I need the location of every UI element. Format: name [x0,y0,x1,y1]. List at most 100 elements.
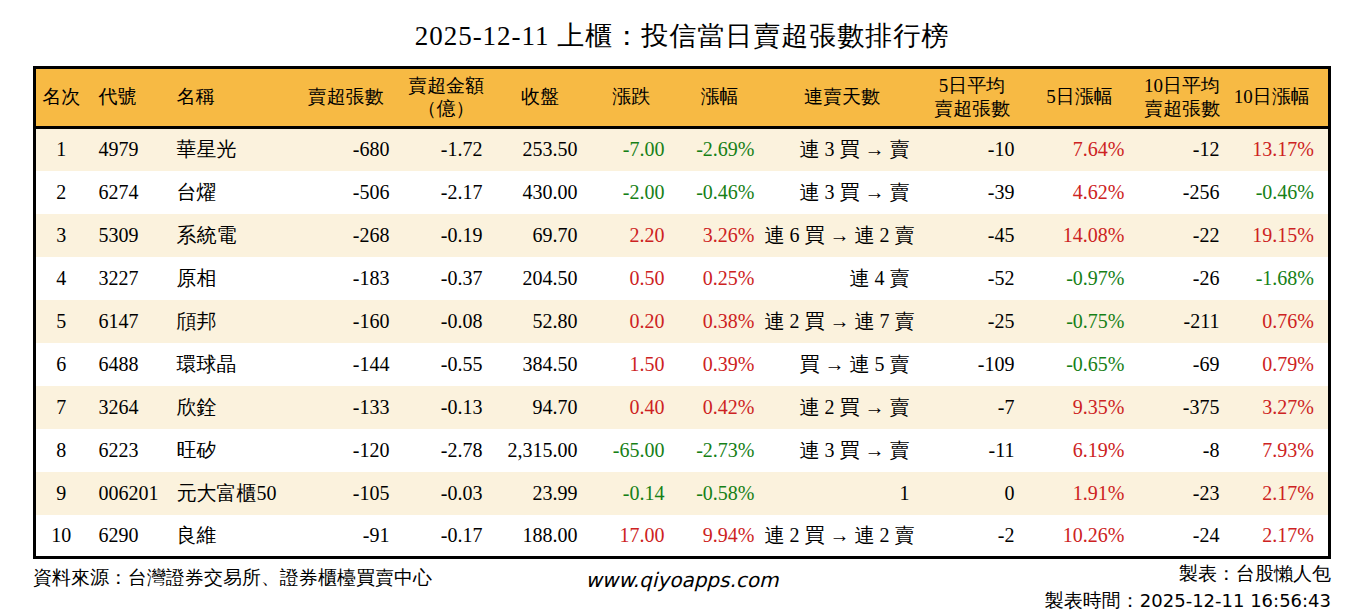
cell-change: 0.40 [588,386,675,429]
cell-change_pct: -2.73% [675,429,765,472]
cell-name: 原相 [167,257,292,300]
ranking-table-container: 名次代號名稱賣超張數賣超金額 （億）收盤漲跌漲幅連賣天數5日平均 賣超張數5日漲… [33,66,1331,559]
cell-streak: 連 3 買 → 賣 [765,429,920,472]
column-header-sell_volume: 賣超張數 [292,68,400,128]
cell-sell_amount: -0.13 [400,386,493,429]
cell-pct5: 1.91% [1025,472,1135,515]
table-row: 35309系統電-268-0.1969.702.203.26%連 6 買 → 連… [35,214,1330,257]
cell-close: 69.70 [493,214,588,257]
column-header-avg10: 10日平均 賣超張數 [1135,68,1230,128]
cell-name: 台燿 [167,171,292,214]
cell-pct10: 2.17% [1230,472,1330,515]
cell-avg10: -26 [1135,257,1230,300]
cell-sell_amount: -0.19 [400,214,493,257]
cell-name: 華星光 [167,128,292,171]
cell-rank: 8 [35,429,87,472]
column-header-close: 收盤 [493,68,588,128]
column-header-change: 漲跌 [588,68,675,128]
cell-streak: 連 3 買 → 賣 [765,128,920,171]
cell-sell_volume: -120 [292,429,400,472]
cell-name: 旺矽 [167,429,292,472]
column-header-rank: 名次 [35,68,87,128]
cell-close: 384.50 [493,343,588,386]
cell-code: 6488 [87,343,167,386]
cell-streak: 連 2 買 → 連 2 賣 [765,515,920,558]
cell-pct10: -1.68% [1230,257,1330,300]
cell-name: 良維 [167,515,292,558]
table-row: 43227原相-183-0.37204.500.500.25%連 4 賣-52-… [35,257,1330,300]
cell-streak: 連 6 買 → 連 2 賣 [765,214,920,257]
cell-rank: 1 [35,128,87,171]
cell-pct10: 19.15% [1230,214,1330,257]
cell-sell_volume: -144 [292,343,400,386]
cell-name: 元大富櫃50 [167,472,292,515]
table-row: 9006201元大富櫃50-105-0.0323.99-0.14-0.58%10… [35,472,1330,515]
website-label: www.qiyoapps.com [585,568,778,592]
column-header-name: 名稱 [167,68,292,128]
data-source-label: 資料來源：台灣證券交易所、證券櫃檯買賣中心 [33,565,432,591]
cell-avg10: -24 [1135,515,1230,558]
cell-code: 6290 [87,515,167,558]
cell-change: -2.00 [588,171,675,214]
cell-sell_volume: -680 [292,128,400,171]
table-row: 86223旺矽-120-2.782,315.00-65.00-2.73%連 3 … [35,429,1330,472]
cell-sell_volume: -133 [292,386,400,429]
timestamp-line: 製表時間：2025-12-11 16:56:43 [1045,588,1331,612]
cell-avg10: -23 [1135,472,1230,515]
cell-streak: 連 2 買 → 連 7 賣 [765,300,920,343]
cell-sell_amount: -0.37 [400,257,493,300]
cell-close: 430.00 [493,171,588,214]
column-header-pct5: 5日漲幅 [1025,68,1135,128]
cell-avg5: -52 [920,257,1025,300]
cell-sell_amount: -2.17 [400,171,493,214]
cell-name: 系統電 [167,214,292,257]
cell-rank: 9 [35,472,87,515]
cell-change: 17.00 [588,515,675,558]
cell-close: 52.80 [493,300,588,343]
cell-pct5: -0.75% [1025,300,1135,343]
cell-pct10: -0.46% [1230,171,1330,214]
cell-name: 環球晶 [167,343,292,386]
cell-pct5: 14.08% [1025,214,1135,257]
cell-change: 0.20 [588,300,675,343]
cell-sell_volume: -268 [292,214,400,257]
cell-streak: 買 → 連 5 賣 [765,343,920,386]
column-header-change_pct: 漲幅 [675,68,765,128]
cell-avg5: -11 [920,429,1025,472]
column-header-streak: 連賣天數 [765,68,920,128]
cell-close: 188.00 [493,515,588,558]
cell-name: 欣銓 [167,386,292,429]
cell-avg10: -375 [1135,386,1230,429]
cell-pct10: 3.27% [1230,386,1330,429]
cell-rank: 2 [35,171,87,214]
timestamp-value: 2025-12-11 16:56:43 [1140,590,1331,611]
cell-name: 頎邦 [167,300,292,343]
cell-code: 6147 [87,300,167,343]
table-row: 56147頎邦-160-0.0852.800.200.38%連 2 買 → 連 … [35,300,1330,343]
cell-sell_amount: -1.72 [400,128,493,171]
cell-code: 006201 [87,472,167,515]
cell-pct5: 4.62% [1025,171,1135,214]
cell-sell_volume: -183 [292,257,400,300]
cell-change_pct: 0.42% [675,386,765,429]
cell-sell_amount: -2.78 [400,429,493,472]
cell-code: 5309 [87,214,167,257]
cell-pct10: 2.17% [1230,515,1330,558]
cell-change_pct: 9.94% [675,515,765,558]
cell-code: 6223 [87,429,167,472]
cell-sell_amount: -0.03 [400,472,493,515]
cell-avg10: -22 [1135,214,1230,257]
cell-pct5: 6.19% [1025,429,1135,472]
table-row: 73264欣銓-133-0.1394.700.400.42%連 2 買 → 賣-… [35,386,1330,429]
cell-change_pct: 0.38% [675,300,765,343]
cell-change_pct: 0.25% [675,257,765,300]
cell-close: 204.50 [493,257,588,300]
cell-sell_amount: -0.17 [400,515,493,558]
cell-close: 23.99 [493,472,588,515]
column-header-avg5: 5日平均 賣超張數 [920,68,1025,128]
cell-avg5: 0 [920,472,1025,515]
cell-avg5: -39 [920,171,1025,214]
cell-code: 4979 [87,128,167,171]
column-header-code: 代號 [87,68,167,128]
cell-pct5: -0.97% [1025,257,1135,300]
